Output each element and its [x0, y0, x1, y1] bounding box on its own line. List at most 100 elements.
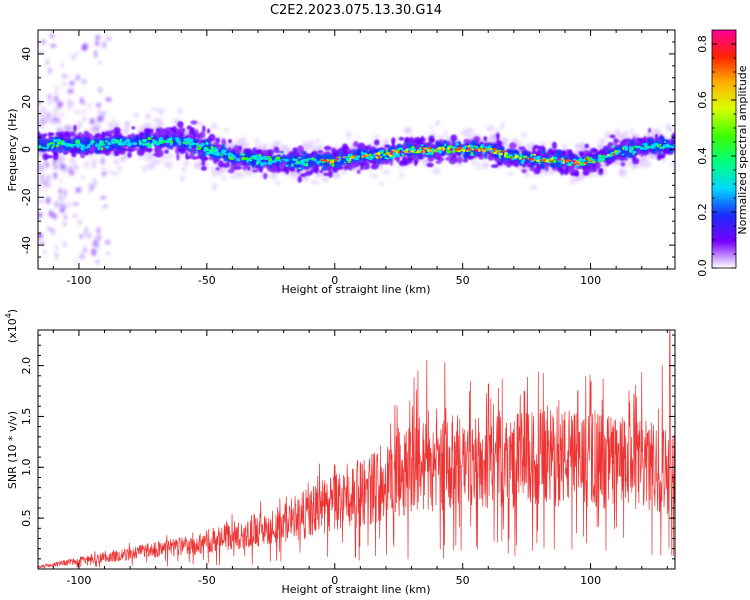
spectrogram-ridge-blob: [92, 143, 96, 148]
spectrogram-peak-blob: [614, 151, 618, 153]
spectrogram-halo-blob: [630, 127, 634, 135]
spectrogram-speck: [46, 58, 49, 67]
spectrogram-body-blob: [568, 166, 576, 174]
spectrogram-core-blob: [581, 159, 585, 162]
spectrogram-peak-blob: [390, 150, 394, 154]
spectrogram-ridge-blob: [220, 144, 226, 150]
spectrogram-core-blob: [380, 149, 385, 152]
snr-xtick-label: -50: [198, 574, 216, 587]
spectrogram-body-blob: [529, 167, 537, 172]
spectrogram-ytick-label: -40: [20, 236, 33, 254]
spectrogram-speck: [58, 195, 62, 201]
spectrogram-ridge-blob: [451, 140, 455, 144]
spectrogram-ridge-blob: [144, 132, 150, 138]
spectrogram-core-blob: [302, 158, 307, 162]
spectrogram-body-blob: [131, 132, 135, 140]
spectrogram-ridge-blob: [192, 150, 197, 155]
spectrogram-core-blob: [115, 141, 119, 144]
spectrogram-peak-blob: [389, 153, 393, 155]
spectrogram-speck: [71, 54, 75, 60]
spectrogram-speck: [79, 234, 83, 239]
spectrogram-ridge-blob: [657, 152, 662, 155]
spectrogram-core-blob: [420, 144, 424, 147]
spectrogram-core-blob: [41, 147, 47, 150]
spectrogram-core-blob: [391, 155, 397, 158]
spectrogram-ridge-blob: [616, 154, 622, 158]
spectrogram-core-blob: [144, 142, 149, 146]
spectrogram-halo-blob: [106, 170, 114, 174]
spectrogram-halo-blob: [356, 135, 360, 139]
spectrogram-halo-blob: [598, 143, 605, 149]
spectrogram-speck: [55, 251, 58, 260]
spectrogram-peak-blob: [569, 159, 571, 162]
spectrogram-peak-blob: [499, 152, 503, 156]
spectrogram-body-blob: [305, 170, 313, 176]
spectrogram-halo-blob: [574, 148, 578, 156]
spectrogram-core-blob: [664, 141, 667, 143]
spectrogram-ridge-blob: [642, 150, 648, 153]
spectrogram-core-blob: [297, 157, 302, 159]
spectrogram-ridge-blob: [230, 159, 235, 165]
spectrogram-halo-blob: [527, 142, 536, 147]
spectrogram-ridge-blob: [446, 143, 449, 146]
spectrogram-ridge-blob: [440, 151, 446, 157]
snr-ytick-label: 0.5: [20, 509, 33, 527]
colorbar-bar: [712, 30, 736, 268]
spectrogram-core-blob: [267, 161, 273, 165]
spectrogram-speck: [105, 252, 111, 255]
spectrogram-halo-blob: [224, 128, 229, 133]
spectrogram-core-blob: [175, 137, 179, 141]
spectrogram-halo-blob: [183, 160, 190, 166]
spectrogram-core-blob: [611, 145, 614, 149]
spectrogram-core-blob: [147, 137, 152, 141]
spectrogram-ridge-blob: [75, 148, 83, 154]
spectrogram-body-blob: [391, 137, 396, 145]
spectrogram-halo-blob: [53, 92, 60, 96]
snr-panel: -100 -50 0 50 100 0.5 1.0 1.5 2.0 Height of stra…: [4, 309, 676, 596]
spectrogram-ridge-blob: [381, 155, 387, 161]
spectrogram-halo-blob: [346, 130, 352, 139]
spectrogram-ylabel: Frequency (Hz): [6, 109, 19, 192]
spectrogram-peak-blob: [369, 155, 372, 158]
spectrogram-peak-blob: [467, 145, 471, 148]
snr-scale-label: (x104): [4, 309, 19, 343]
spectrogram-body-blob: [274, 150, 281, 154]
spectrogram-halo-blob: [269, 174, 275, 179]
spectrogram-core-blob: [294, 158, 299, 162]
spectrogram-ridge-blob: [201, 152, 206, 158]
spectrogram-speck: [82, 117, 87, 121]
spectrogram-body-blob: [398, 136, 405, 141]
spectrogram-body-blob: [490, 164, 499, 169]
spectrogram-peak-blob: [489, 152, 492, 155]
spectrogram-core-blob: [624, 145, 628, 149]
spectrogram-ridge-blob: [180, 138, 184, 142]
spectrogram-core-blob: [498, 155, 501, 159]
spectrogram-ridge-blob: [593, 154, 599, 157]
spectrogram-ridge-blob: [557, 151, 561, 157]
spectrogram-ridge-blob: [372, 148, 379, 152]
spectrogram-speck: [41, 40, 46, 44]
spectrogram-peak-blob: [462, 150, 466, 153]
spectrogram-body-blob: [52, 152, 59, 161]
spectrogram-xtick-label: -50: [198, 274, 216, 287]
spectrogram-peak-blob: [606, 154, 610, 157]
spectrogram-peak-blob: [348, 159, 352, 161]
spectrogram-core-blob: [142, 142, 145, 145]
spectrogram-peak-blob: [407, 150, 411, 153]
spectrogram-core-blob: [482, 151, 486, 155]
spectrogram-core-blob: [101, 143, 106, 146]
spectrogram-core-blob: [188, 138, 194, 143]
spectrogram-body-blob: [368, 159, 374, 164]
spectrogram-core-blob: [98, 142, 102, 147]
spectrogram-ridge-blob: [646, 138, 653, 144]
spectrogram-peak-blob: [589, 160, 593, 163]
spectrogram-body-blob: [497, 140, 503, 148]
spectrogram-body-blob: [207, 128, 211, 134]
spectrogram-ytick-label: -20: [20, 188, 33, 206]
spectrogram-peak-blob: [404, 151, 409, 154]
spectrogram-ridge-blob: [407, 152, 412, 157]
spectrogram-core-blob: [305, 159, 309, 162]
spectrogram-speck: [95, 35, 101, 40]
spectrogram-body-blob: [317, 150, 324, 154]
spectrogram-ridge-blob: [276, 163, 280, 168]
